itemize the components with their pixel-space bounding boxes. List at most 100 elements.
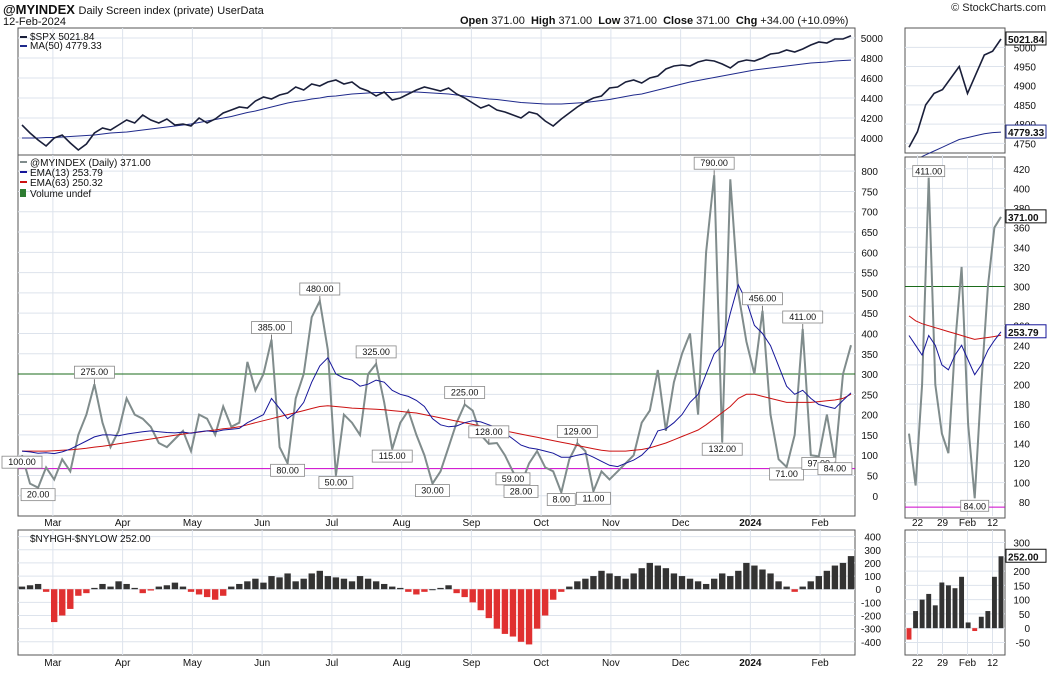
myindex-y-tick-label: 700 (861, 208, 878, 219)
zoom-nyhgh-y-tick-label: 150 (1013, 581, 1030, 592)
peak-label: 790.00 (700, 158, 728, 168)
nyhgh-bar (654, 565, 662, 590)
zoom-spx-ma-value: 4779.33 (1008, 128, 1045, 139)
myindex-y-tick-label: 550 (861, 269, 878, 280)
peak-label-box (546, 493, 576, 506)
zoom-nyhgh-bar (985, 611, 991, 629)
nyhgh-bar (831, 565, 839, 590)
nyhgh-bar (195, 589, 203, 595)
zoom-nyhgh-bar (919, 599, 925, 629)
chg-label: Chg (735, 15, 758, 27)
spx-ma-line (22, 59, 852, 139)
nyhgh-bar (372, 581, 380, 590)
peak-label-box (355, 345, 397, 359)
nyhgh-bar (397, 587, 404, 590)
nyhgh-bar (268, 576, 275, 590)
nyhgh-bar (179, 586, 187, 590)
source: UserData (217, 5, 264, 17)
peak-label-box (495, 472, 531, 486)
nyhgh-bar (405, 589, 412, 592)
nyhgh-bar (791, 589, 798, 592)
nyhgh-x-tick-label: Jul (325, 658, 338, 669)
ma-legend-item: MA(50) 4779.33 (30, 41, 102, 52)
nyhgh-bar (34, 583, 42, 590)
spx-panel (17, 27, 856, 156)
myindex-x-tick-label: Dec (672, 518, 690, 529)
myindex-x-tick-label: 2024 (739, 518, 762, 529)
nyhgh-bar (42, 589, 50, 592)
zoom-myindex-y-tick-label: 280 (1013, 302, 1030, 313)
myindex-x-tick-label: Apr (115, 518, 131, 529)
peak-label-box (468, 425, 510, 439)
zoom-myindex-y-tick-label: 360 (1013, 224, 1030, 235)
zoom-myindex-y-tick-label: 420 (1013, 165, 1030, 176)
close-label: Close (663, 15, 694, 27)
peak-label: 129.00 (564, 426, 592, 436)
spx-y-tick-label: 4800 (861, 54, 884, 65)
nyhgh-bar (340, 578, 348, 590)
nyhgh-bar (767, 573, 774, 590)
nyhgh-y-tick-label: 300 (864, 546, 881, 557)
myindex-y-tick-label: 250 (861, 390, 878, 401)
nyhgh-bar (348, 581, 356, 590)
nyhgh-bar (437, 587, 444, 590)
zoom-ema13-value: 253.79 (1008, 328, 1039, 339)
high-value: 371.00 (558, 15, 593, 27)
peak-label: 71.00 (775, 469, 798, 479)
nyhgh-bar (541, 589, 549, 616)
peak-label: 275.00 (81, 367, 109, 377)
myindex-x-tick-label: Jun (254, 518, 270, 529)
nyhgh-bar (461, 589, 468, 598)
nyhgh-bar (735, 570, 742, 590)
myindex-y-tick-label: 200 (861, 411, 878, 422)
peak-label-box (556, 425, 598, 438)
high-label: High (530, 15, 556, 27)
peak-label: 30.00 (421, 486, 444, 496)
zoom-myindex-y-tick-label: 120 (1013, 459, 1030, 470)
nyhgh-bar (493, 589, 501, 629)
myindex-y-tick-label: 350 (861, 350, 878, 361)
nyhgh-bar (51, 589, 58, 623)
peak-label: 28.00 (510, 486, 533, 496)
nyhgh-bar (606, 573, 613, 590)
spx-legend-item: $SPX 5021.84 (30, 32, 95, 43)
nyhgh-bar (203, 589, 211, 598)
peak-label: 115.00 (379, 451, 406, 461)
nyhgh-bar (131, 587, 138, 590)
description: Daily Screen index (private) (78, 5, 214, 17)
nyhgh-x-tick-label: Aug (393, 658, 411, 669)
myindex-x-tick-label: Feb (812, 518, 830, 529)
myindex-line (21, 175, 852, 496)
nyhgh-bar (308, 573, 315, 590)
nyhgh-bar (445, 585, 452, 590)
zoom-spx-y-tick-label: 4950 (1014, 63, 1037, 74)
nyhgh-bar (107, 586, 114, 590)
zoom-low-label-box (960, 499, 990, 512)
nyhgh-bar (501, 589, 509, 634)
nyhgh-bar (614, 576, 621, 590)
peak-label: 325.00 (362, 347, 390, 357)
myindex-y-tick-label: 0 (872, 492, 878, 503)
nyhgh-bar (356, 576, 364, 590)
nyhgh-bar (646, 562, 653, 590)
nyhgh-bar (276, 577, 283, 590)
nyhgh-bar (622, 578, 629, 590)
myindex-x-tick-label: Oct (533, 518, 549, 529)
nyhgh-bar (59, 589, 66, 616)
spx-y-tick-label: 4200 (861, 114, 884, 125)
nyhgh-bar (380, 583, 388, 590)
nyhgh-bar (75, 589, 82, 596)
nyhgh-bar (533, 589, 541, 629)
nyhgh-x-tick-label: Mar (44, 658, 62, 669)
nyhgh-bar (694, 581, 702, 590)
zoom-nyhgh-last-value-box (1005, 548, 1047, 563)
nyhgh-y-tick-label: -400 (861, 638, 881, 649)
zoom-nyhgh-bar (913, 611, 919, 629)
zoom-nyhgh-x-tick-label: 22 (912, 658, 924, 669)
nyhgh-x-tick-label: Oct (533, 658, 549, 669)
nyhgh-bar (509, 589, 517, 637)
zoom-myindex-x-tick-label: 22 (912, 518, 924, 529)
nyhgh-bar (566, 586, 573, 590)
zoom-peak-label: 411.00 (915, 167, 942, 177)
myindex-y-tick-label: 800 (861, 167, 878, 178)
